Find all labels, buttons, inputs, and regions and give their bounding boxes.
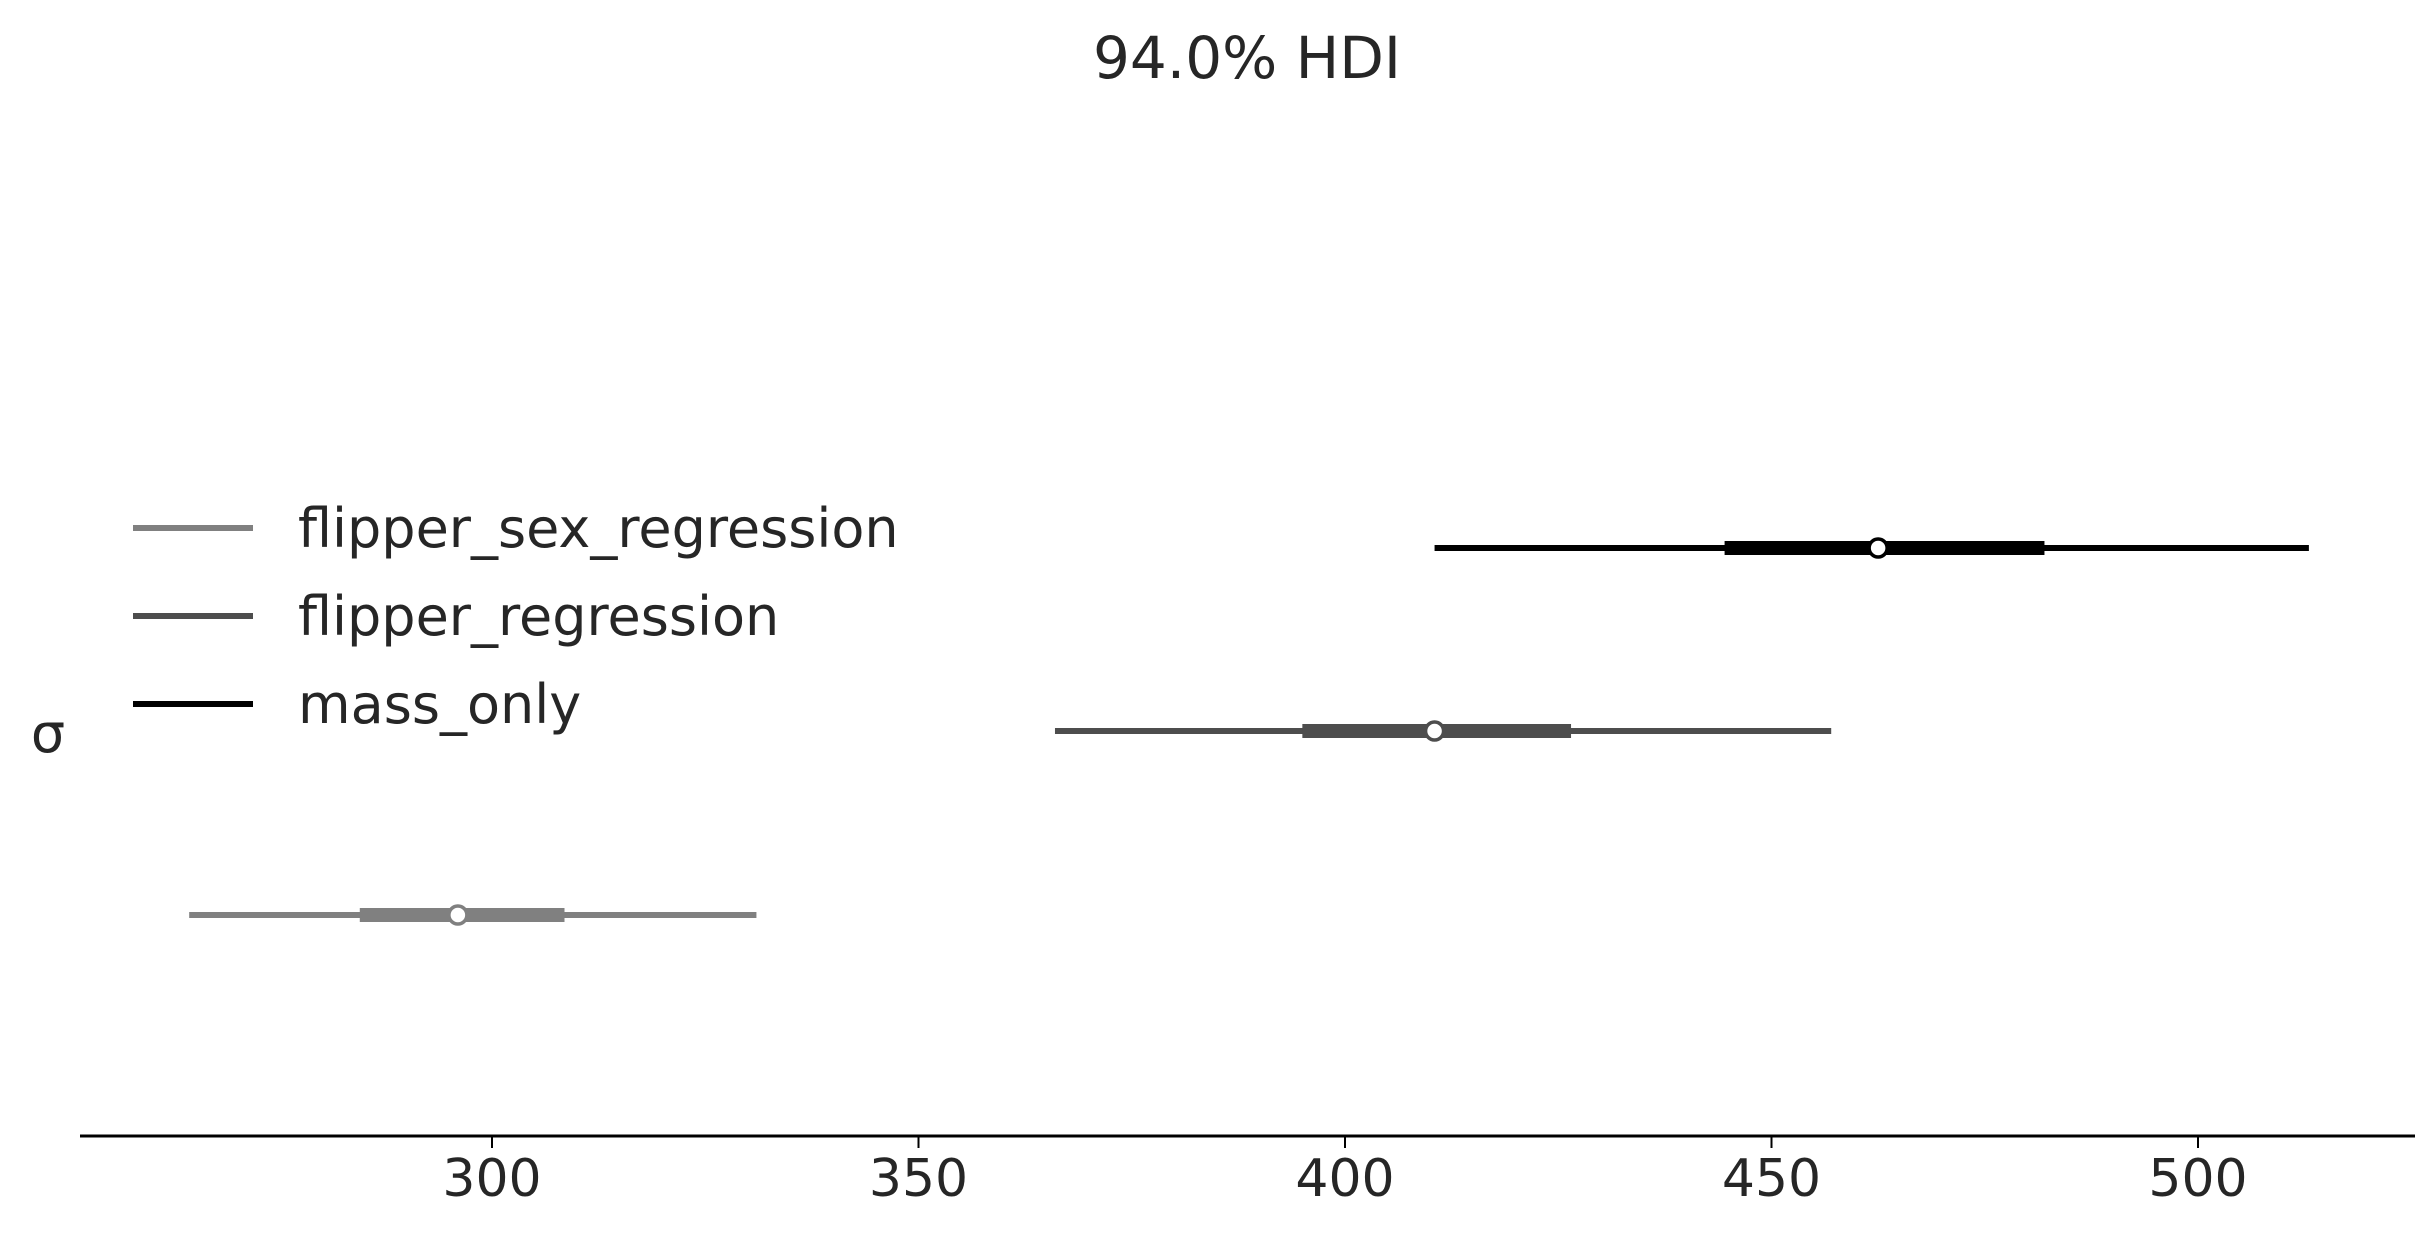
legend-label: mass_only (298, 673, 581, 736)
legend: flipper_sex_regression flipper_regression… (133, 497, 899, 736)
x-axis-ticks: 300 350 400 450 500 (442, 1136, 2248, 1209)
x-tick-label: 450 (1722, 1149, 1821, 1209)
chart-title: 94.0% HDI (1093, 24, 1401, 92)
x-tick-label: 300 (442, 1149, 541, 1209)
x-tick-label: 500 (2148, 1149, 2247, 1209)
hdi-row-mass-only (1434, 537, 2309, 559)
hdi-intervals (189, 537, 2309, 926)
legend-entry: flipper_regression (133, 585, 779, 648)
legend-label: flipper_sex_regression (298, 497, 899, 560)
point-estimate-marker (1423, 720, 1446, 742)
x-tick-label: 400 (1295, 1149, 1394, 1209)
point-estimate-marker (447, 904, 469, 926)
legend-label: flipper_regression (298, 585, 779, 648)
hdi-row-flipper-regression (1054, 720, 1832, 742)
legend-entry: mass_only (133, 673, 581, 736)
hdi-row-flipper-sex-regression (189, 904, 757, 926)
y-axis-label: σ (31, 702, 65, 765)
legend-entry: flipper_sex_regression (133, 497, 899, 560)
point-estimate-marker (1867, 537, 1889, 559)
x-tick-label: 350 (869, 1149, 968, 1209)
